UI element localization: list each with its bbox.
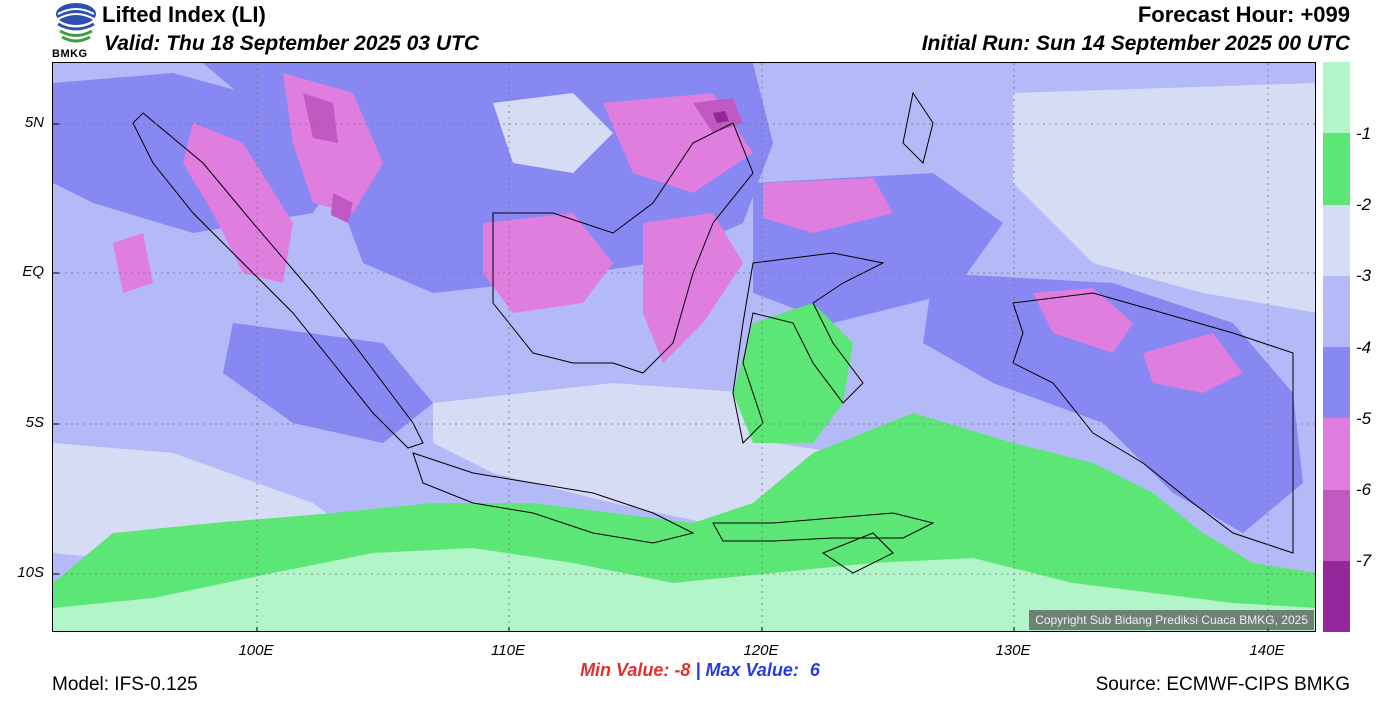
- lat-label-10s: 10S: [17, 564, 44, 581]
- colorbar: [1323, 62, 1350, 632]
- colorbar-swatch: [1323, 489, 1350, 561]
- colorbar-label: -5: [1356, 409, 1372, 428]
- lon-label-140e: 140E: [1249, 642, 1285, 659]
- min-value-label: Min Value:: [580, 660, 670, 680]
- lat-label-5s: 5S: [25, 414, 44, 431]
- colorbar-label: -2: [1356, 195, 1372, 214]
- initial-run: Initial Run: Sun 14 September 2025 00 UT…: [921, 32, 1350, 55]
- lat-label-5n: 5N: [24, 114, 44, 131]
- colorbar-swatch: [1323, 560, 1350, 632]
- lon-label-100e: 100E: [238, 642, 274, 659]
- colorbar-label: -4: [1356, 338, 1372, 357]
- field-region: [1143, 333, 1243, 393]
- field-region: [303, 93, 338, 143]
- source-info: Source: ECMWF-CIPS BMKG: [1095, 674, 1350, 695]
- colorbar-swatch: [1323, 204, 1350, 276]
- max-value: 6: [809, 660, 820, 680]
- model-info: Model: IFS-0.125: [52, 674, 198, 695]
- field-region: [643, 213, 743, 363]
- logo-text: BMKG: [52, 48, 88, 60]
- colorbar-swatch: [1323, 347, 1350, 419]
- lifted-index-map: [52, 62, 1316, 632]
- colorbar-swatch: [1323, 133, 1350, 205]
- min-value: -8: [674, 660, 691, 680]
- field-region: [223, 323, 433, 443]
- axis-ticks: [53, 123, 1269, 631]
- valid-time: Valid: Thu 18 September 2025 03 UTC: [104, 32, 480, 55]
- colorbar-label: -7: [1356, 551, 1372, 570]
- colorbar-swatch: [1323, 62, 1350, 134]
- field-region: [1013, 83, 1315, 313]
- lon-label-130e: 130E: [995, 642, 1031, 659]
- field-region: [113, 233, 153, 293]
- field-region: [763, 178, 893, 233]
- field-region: [53, 548, 1315, 631]
- field-region: [1033, 288, 1133, 353]
- graticule: [53, 63, 1315, 631]
- bmkg-logo: [52, 0, 100, 62]
- coastlines: [132, 91, 1294, 574]
- colorbar-swatch: [1323, 418, 1350, 490]
- lon-label-120e: 120E: [743, 642, 779, 659]
- field-region: [493, 93, 613, 173]
- field-region: [183, 123, 293, 283]
- field-region: [713, 111, 729, 123]
- min-max-summary: Min Value: -8 | Max Value: 6: [0, 660, 1400, 681]
- colorbar-swatch: [1323, 275, 1350, 347]
- colorbar-label: -6: [1356, 480, 1372, 499]
- max-value-label: Max Value:: [705, 660, 799, 680]
- copyright-notice: Copyright Sub Bidang Prediksi Cuaca BMKG…: [1029, 610, 1314, 630]
- field-region: [483, 213, 613, 313]
- field-region: [733, 303, 853, 443]
- map-canvas: [53, 63, 1315, 631]
- lon-label-110e: 110E: [491, 642, 525, 659]
- map-title: Lifted Index (LI): [102, 2, 266, 27]
- colorbar-label: -1: [1356, 124, 1372, 143]
- lat-label-eq: EQ: [22, 263, 44, 280]
- separator: |: [695, 660, 701, 680]
- forecast-hour: Forecast Hour: +099: [1137, 2, 1350, 27]
- field-region: [331, 193, 353, 223]
- colorbar-label: -3: [1356, 266, 1372, 285]
